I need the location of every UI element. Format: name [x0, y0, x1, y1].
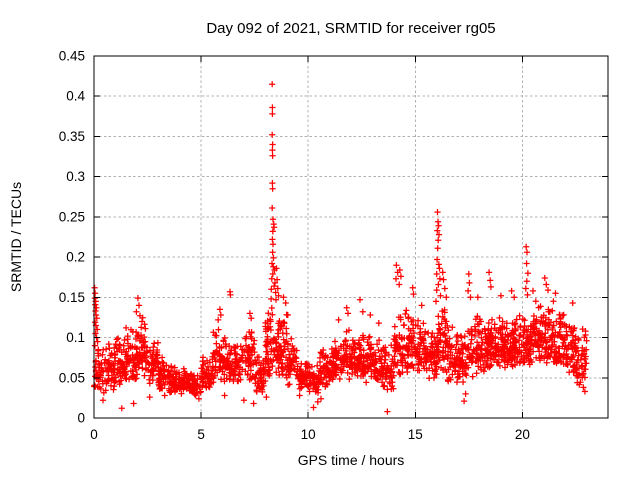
y-tick-label: 0.15: [59, 290, 85, 305]
y-tick-label: 0.45: [59, 49, 85, 64]
x-tick-label: 0: [90, 427, 98, 442]
x-tick-label: 5: [197, 427, 205, 442]
grid-lines: [94, 56, 608, 418]
axis-ticks: [93, 55, 608, 419]
x-axis-label: GPS time / hours: [297, 452, 405, 468]
data-points: [91, 81, 590, 415]
y-tick-label: 0.35: [59, 129, 85, 144]
y-tick-label: 0.3: [66, 169, 85, 184]
x-tick-label: 20: [515, 427, 530, 442]
y-tick-label: 0: [77, 411, 85, 426]
chart-title: Day 092 of 2021, SRMTID for receiver rg0…: [206, 20, 496, 37]
y-tick-label: 0.2: [66, 250, 85, 265]
plot-border: [93, 55, 609, 419]
y-tick-label: 0.05: [59, 370, 85, 385]
x-tick-label: 15: [408, 427, 423, 442]
y-tick-label: 0.25: [59, 209, 85, 224]
y-tick-label: 0.4: [66, 89, 85, 104]
x-tick-label: 10: [301, 427, 316, 442]
y-tick-label: 0.1: [66, 330, 85, 345]
